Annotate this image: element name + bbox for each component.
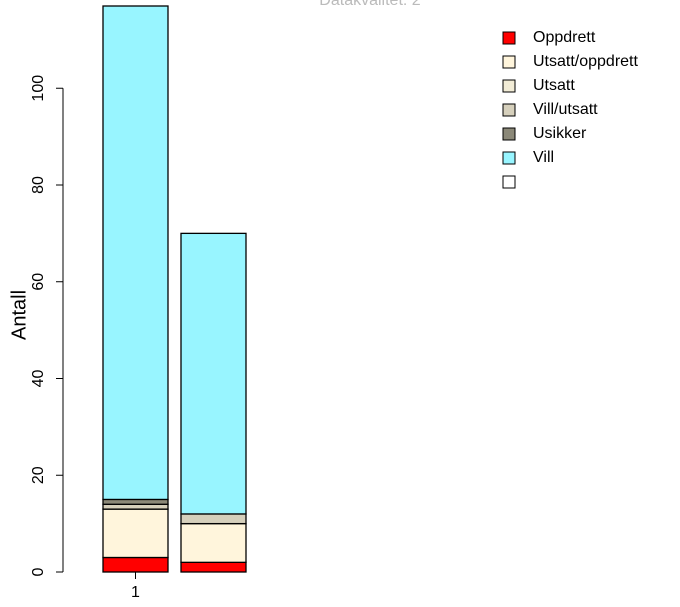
bar-segment: [102, 508, 169, 559]
legend-swatch: [502, 79, 516, 93]
legend-swatch: [502, 151, 516, 165]
bar-segment: [102, 503, 169, 510]
y-tick-label: 80: [30, 176, 47, 194]
legend-swatch: [502, 127, 516, 141]
bar-segment: [102, 5, 169, 501]
bar-segment: [180, 513, 247, 525]
x-tick-label: 1: [131, 584, 140, 601]
bar-segment: [180, 561, 247, 573]
y-tick-label: 100: [30, 75, 47, 102]
legend-label: Vill/utsatt: [533, 101, 598, 118]
bar-segment: [180, 232, 247, 515]
chart-title: Datakvalitet: 2: [319, 0, 420, 9]
bar-segment: [180, 522, 247, 563]
legend-swatch: [502, 103, 516, 117]
legend-label: Utsatt: [533, 77, 575, 94]
legend-swatch: [502, 55, 516, 69]
y-tick-label: 0: [30, 567, 47, 576]
legend-label: Utsatt/oppdrett: [533, 53, 639, 70]
y-tick-label: 40: [30, 369, 47, 387]
legend-swatch: [502, 175, 516, 189]
legend-label: Vill: [533, 149, 554, 166]
y-axis-label: Antall: [8, 290, 30, 340]
bar-segment: [102, 556, 169, 573]
y-tick-label: 60: [30, 273, 47, 291]
legend-label: Oppdrett: [533, 29, 596, 46]
legend-swatch: [502, 31, 516, 45]
y-tick-label: 20: [30, 466, 47, 484]
bar-segment: [102, 498, 169, 505]
legend-label: Usikker: [533, 125, 587, 142]
